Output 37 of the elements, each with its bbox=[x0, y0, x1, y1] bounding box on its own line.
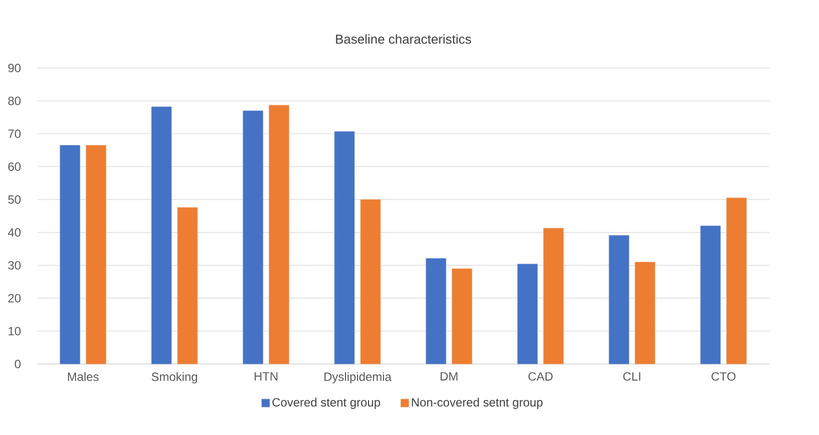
bar bbox=[60, 145, 80, 364]
bar bbox=[242, 110, 264, 364]
y-tick-label: 50 bbox=[8, 195, 21, 204]
y-tick-label: 40 bbox=[8, 228, 21, 237]
bar bbox=[86, 145, 106, 364]
x-tick-label: HTN bbox=[254, 372, 278, 380]
bar bbox=[151, 106, 172, 364]
y-tick-label: 20 bbox=[8, 294, 21, 302]
bar bbox=[268, 104, 290, 364]
bar bbox=[700, 226, 721, 364]
x-tick-label: Dyslipidemia bbox=[324, 372, 392, 384]
y-tick-label: 60 bbox=[8, 162, 21, 171]
bar bbox=[452, 268, 472, 364]
x-tick-label: Males bbox=[68, 372, 99, 381]
y-tick-label: 90 bbox=[8, 64, 21, 72]
x-tick-label: CAD bbox=[528, 372, 553, 381]
bar bbox=[177, 207, 198, 364]
legend-label: Non-covered setnt group bbox=[412, 398, 543, 409]
y-tick-label: 10 bbox=[8, 326, 21, 336]
bar bbox=[426, 258, 446, 364]
y-tick-label: 30 bbox=[8, 261, 21, 270]
y-tick-label: 70 bbox=[8, 130, 21, 138]
bar bbox=[360, 199, 381, 364]
bar bbox=[517, 264, 538, 364]
x-tick-label: CLI bbox=[623, 372, 640, 381]
bar bbox=[543, 228, 564, 364]
chart-title: Baseline characteristics bbox=[336, 34, 472, 44]
bar bbox=[334, 131, 355, 364]
x-tick-label: Smoking bbox=[152, 372, 198, 384]
bar bbox=[634, 262, 656, 364]
y-tick-label: 80 bbox=[8, 96, 21, 106]
x-tick-label: DM bbox=[440, 372, 458, 380]
bar bbox=[608, 235, 630, 364]
x-tick-label: CTO bbox=[712, 372, 736, 381]
y-tick-label: 0 bbox=[14, 360, 21, 368]
legend-label: Covered stent group bbox=[272, 398, 380, 409]
bar bbox=[726, 198, 747, 364]
